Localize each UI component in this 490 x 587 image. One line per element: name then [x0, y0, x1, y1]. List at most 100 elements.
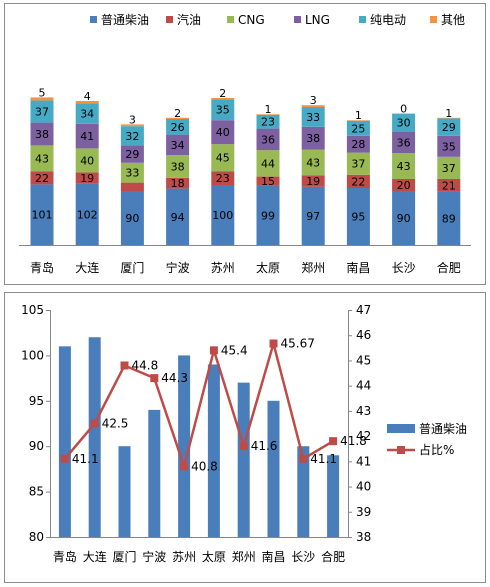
data-label: 45 [216, 152, 230, 165]
right-tick-label: 42 [356, 429, 371, 443]
x-tick-label: 合肥 [437, 260, 461, 275]
bar-segment [437, 179, 461, 192]
bar-segment [120, 182, 144, 191]
line-series [63, 338, 334, 471]
data-label: 101 [32, 209, 53, 222]
data-label: 28 [351, 138, 365, 151]
bar-segment [30, 122, 54, 146]
bar-segment [346, 174, 370, 188]
bar-segment [30, 100, 54, 123]
right-tick-label: 41 [356, 454, 371, 468]
bar-segment [120, 124, 144, 127]
line-marker [239, 442, 248, 451]
data-label: 18 [171, 177, 185, 190]
data-label: 0 [400, 103, 407, 116]
bar-segment [211, 99, 235, 121]
bar [178, 355, 191, 537]
bar-segment [166, 188, 190, 245]
data-label: 38 [35, 128, 49, 141]
x-tick-label: 宁波 [142, 549, 166, 564]
right-tick-label: 39 [356, 505, 371, 519]
data-label: 36 [261, 133, 275, 146]
x-tick-label: 郑州 [301, 260, 325, 275]
x-tick-label: 厦门 [120, 260, 144, 275]
data-label: 89 [442, 212, 456, 225]
bar-segment [75, 123, 99, 149]
data-label: 40 [80, 154, 94, 167]
bar-segment [437, 191, 461, 245]
legend-swatch [294, 16, 301, 23]
bar-segment [301, 175, 325, 187]
x-tick-label: 南昌 [261, 549, 285, 564]
bar-segment [301, 107, 325, 127]
bar-segment [211, 185, 235, 245]
line-marker [150, 374, 159, 383]
line-marker [180, 462, 189, 471]
bar-segment [437, 135, 461, 157]
data-label: 38 [306, 132, 320, 145]
bar-segment [120, 126, 144, 146]
data-label: 38 [171, 160, 185, 173]
line-data-label: 44.3 [161, 371, 188, 385]
legend-label-bar: 普通柴油 [419, 422, 467, 436]
bar-segment [75, 148, 99, 173]
data-label: 26 [171, 121, 185, 134]
data-label: 41 [80, 130, 94, 143]
bar-segment [301, 149, 325, 176]
left-tick-label: 85 [29, 485, 44, 499]
data-label: 19 [80, 172, 94, 185]
bar-segment [392, 153, 416, 179]
x-tick-label: 太原 [202, 549, 226, 564]
data-label: 21 [442, 179, 456, 192]
data-label: 1 [265, 103, 272, 116]
stacked-bar-chart: 普通柴油 汽油 CNG LNG 纯电动 其他101224338375青岛102194041… [19, 12, 471, 275]
x-tick-label: 厦门 [112, 549, 136, 564]
x-tick-label: 太原 [256, 260, 280, 275]
data-label: 43 [397, 160, 411, 173]
data-label: 102 [77, 208, 98, 221]
right-tick-label: 44 [356, 379, 371, 393]
data-label: 40 [216, 126, 230, 139]
bar-segment [437, 117, 461, 119]
bar-segment [346, 152, 370, 175]
data-label: 23 [216, 172, 230, 185]
data-label: 37 [442, 162, 456, 175]
data-label: 90 [397, 212, 411, 225]
legend-swatch-bar [387, 424, 415, 433]
legend-label: 汽油 [177, 12, 201, 27]
data-label: 19 [306, 175, 320, 188]
line-data-label: 41.6 [251, 439, 278, 453]
bar-segment [75, 172, 99, 184]
data-label: 25 [351, 122, 365, 135]
bar-line-combo-chart: 80 85 90 95 100 105 38 39 40 41 42 43 44 45 46 47 青岛 大连 厦门… [21, 303, 467, 564]
data-label: 29 [442, 121, 456, 134]
bar-segment [256, 185, 280, 245]
line-marker [120, 361, 129, 370]
data-label: 2 [174, 107, 181, 120]
data-label: 22 [351, 175, 365, 188]
bar-segment [211, 120, 235, 145]
x-tick-label: 合肥 [321, 549, 345, 564]
line-marker [329, 437, 338, 446]
legend-label: LNG [305, 13, 330, 27]
legend-swatch [359, 16, 366, 23]
bar-segment [120, 191, 144, 245]
data-label: 20 [397, 179, 411, 192]
data-label: 43 [306, 157, 320, 170]
data-label: 33 [125, 167, 139, 180]
right-tick-label: 46 [356, 328, 371, 342]
bar-segment [120, 145, 144, 163]
line-marker [209, 346, 218, 355]
legend-label: CNG [238, 13, 265, 27]
bar-segment [166, 155, 190, 178]
x-tick-label: 南昌 [346, 260, 370, 275]
data-label: 34 [171, 139, 185, 152]
line-data-label: 40.8 [191, 459, 218, 473]
bar-segment [437, 156, 461, 179]
data-label: 37 [35, 106, 49, 119]
x-tick-label: 青岛 [30, 260, 54, 275]
bar [58, 346, 71, 537]
bar-segment [75, 103, 99, 124]
stacked-bar-chart-panel: 普通柴油 汽油 CNG LNG 纯电动 其他 101 22 43 38 37 5 青岛 102 19 40 41… [4, 3, 486, 285]
data-label: 30 [397, 117, 411, 130]
